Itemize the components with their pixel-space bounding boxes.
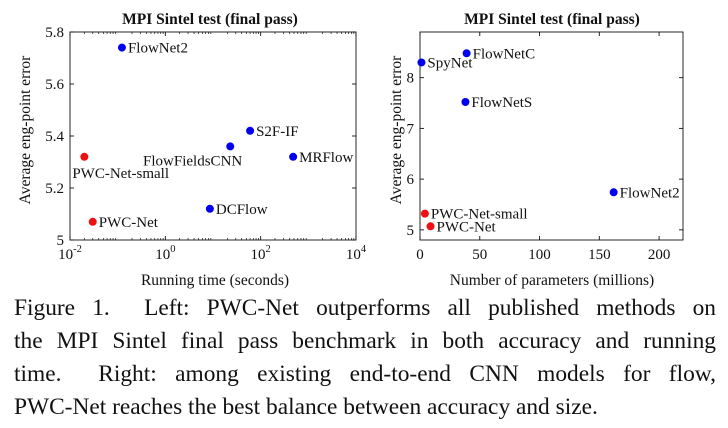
x-tick-label: 0 [416, 247, 424, 263]
caption-line: PWC-Net reaches the best balance between… [14, 394, 598, 420]
y-tick-label: 7 [407, 121, 415, 137]
y-tick-label: 5.8 [45, 25, 64, 41]
y-tick-label: 5.2 [45, 181, 64, 197]
data-point [609, 188, 618, 197]
data-point [246, 126, 255, 135]
x-tick-label: 102 [251, 244, 271, 263]
x-tick-label: 150 [588, 247, 611, 263]
left-scatter-chart: MPI Sintel test (final pass) Running tim… [17, 11, 367, 289]
data-point-label: FlowFieldsCNN [143, 153, 242, 169]
data-point [289, 152, 298, 161]
x-tick-label: 104 [346, 244, 367, 263]
data-point-label: PWC-Net [99, 215, 159, 231]
data-point [80, 152, 89, 161]
data-point-label: PWC-Net-small [72, 166, 169, 182]
x-tick-label: 100 [528, 247, 551, 263]
data-point [205, 204, 214, 213]
data-point [420, 209, 429, 218]
data-point-label: SpyNet [427, 55, 473, 71]
data-point-label: FlowNet2 [620, 185, 680, 201]
data-point-label: FlowNetC [473, 46, 536, 62]
data-point-label: MRFlow [299, 150, 353, 166]
y-tick-label: 5.4 [45, 129, 64, 145]
caption-line: Figure 1. Left: PWC-Net outperforms all … [14, 295, 716, 321]
y-tick-label: 6 [407, 172, 415, 188]
data-point [462, 49, 471, 58]
y-axis-label: Average eng-point error [17, 55, 34, 204]
data-point [461, 98, 470, 107]
data-point-label: FlowNetS [471, 95, 532, 111]
x-tick-label: 200 [648, 247, 671, 263]
x-tick-label: 100 [155, 244, 175, 263]
figure-caption: Figure 1. Left: PWC-Net outperforms all … [14, 292, 716, 424]
x-tick-label: 50 [472, 247, 487, 263]
chart-title: MPI Sintel test (final pass) [122, 11, 298, 28]
data-point-label: FlowNet2 [128, 41, 188, 57]
data-point [426, 222, 435, 231]
data-point-label: PWC-Net [437, 219, 497, 235]
data-point-label: DCFlow [216, 202, 268, 218]
y-tick-label: 8 [407, 71, 415, 87]
y-tick-label: 5 [407, 223, 415, 239]
y-axis-label: Average eng-point error [388, 55, 405, 204]
data-point-label: PWC-Net-small [431, 207, 528, 223]
data-point [226, 142, 235, 151]
data-point [88, 217, 97, 226]
y-tick-label: 5 [57, 233, 65, 249]
caption-line: time. Right: among existing end-to-end C… [14, 361, 716, 387]
data-point [417, 58, 426, 67]
x-axis-label: Number of parameters (millions) [450, 272, 654, 289]
x-axis-label: Running time (seconds) [141, 272, 289, 289]
x-tick-label: 10-2 [58, 244, 82, 263]
figure-plots: MPI Sintel test (final pass) Running tim… [17, 11, 684, 289]
right-scatter-chart: MPI Sintel test (final pass) Number of p… [388, 11, 684, 289]
data-point [117, 43, 126, 52]
chart-title: MPI Sintel test (final pass) [464, 11, 640, 28]
caption-line: the MPI Sintel final pass benchmark in b… [14, 328, 716, 354]
y-tick-label: 5.6 [45, 77, 64, 93]
plot-frame [419, 31, 684, 241]
data-point-label: S2F-IF [256, 124, 299, 140]
